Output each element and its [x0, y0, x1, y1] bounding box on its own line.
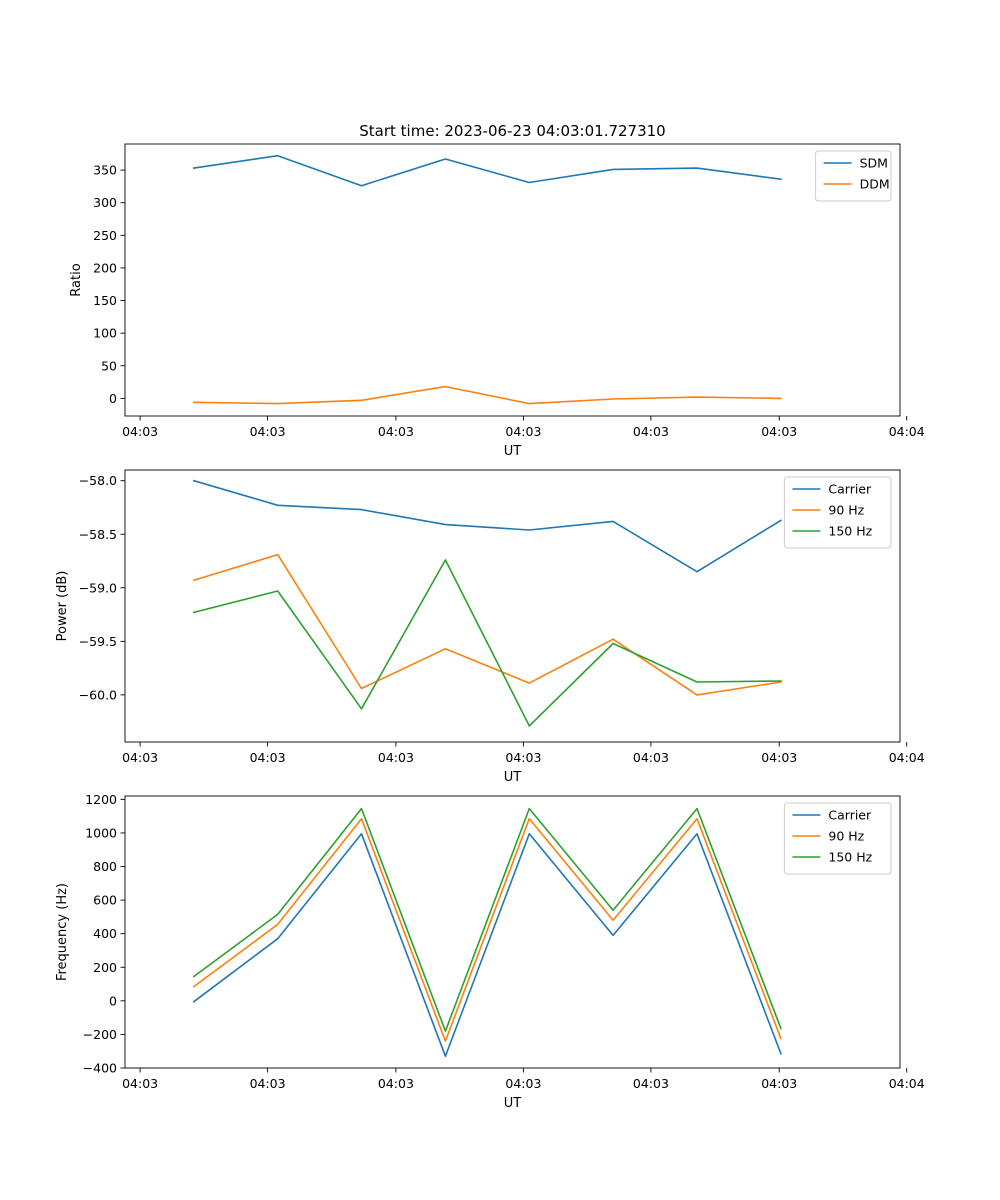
- series-line-2-3: [192, 559, 782, 727]
- y-tick-label: −60.0: [79, 687, 117, 702]
- y-tick-label: 50: [101, 358, 117, 373]
- legend-label: SDM: [860, 156, 888, 171]
- x-tick-label: 04:03: [122, 1076, 158, 1091]
- x-tick-label: 04:04: [889, 424, 925, 439]
- chart-panels: 04:03 04:03 04:03 04:03 04:03 04:03 04:04 0 50 10…: [55, 143, 925, 1111]
- x-axis-label: UT: [504, 444, 522, 459]
- legend-label: Carrier: [828, 482, 872, 497]
- legend: Carrier 90 Hz 150 Hz: [783, 476, 892, 549]
- x-tick-label: 04:03: [761, 1076, 797, 1091]
- series-line-2-1: [192, 479, 783, 573]
- x-tick-label: 04:03: [122, 750, 158, 765]
- y-tick-label: 200: [93, 260, 117, 275]
- series-line-1-1: [192, 154, 782, 187]
- y-axis-label: Power (dB): [55, 571, 70, 642]
- x-tick-label: 04:03: [250, 424, 286, 439]
- y-tick-label: −59.5: [79, 634, 117, 649]
- axes-frame: [124, 795, 901, 1069]
- legend: SDM DDM: [815, 150, 892, 202]
- x-tick-label: 04:03: [761, 750, 797, 765]
- y-axis-label: Frequency (Hz): [55, 883, 70, 981]
- x-axis-label: UT: [504, 770, 522, 785]
- x-tick-label: 04:04: [889, 1076, 925, 1091]
- x-tick-label: 04:04: [889, 750, 925, 765]
- y-tick-label: 0: [109, 993, 117, 1008]
- figure-title: Start time: 2023-06-23 04:03:01.727310: [359, 122, 665, 140]
- y-tick-label: 400: [93, 926, 117, 941]
- y-tick-label: −59.0: [79, 580, 117, 595]
- y-tick-label: 350: [93, 163, 117, 178]
- x-tick-label: 04:03: [505, 1076, 541, 1091]
- series-line-3-1: [192, 832, 782, 1057]
- legend: Carrier 90 Hz 150 Hz: [783, 802, 892, 875]
- x-tick-label: 04:03: [633, 1076, 669, 1091]
- y-tick-label: −58.0: [79, 473, 117, 488]
- chart-1: 04:03 04:03 04:03 04:03 04:03 04:03 04:04 0 50 10…: [69, 143, 925, 459]
- series-line-2-2: [192, 553, 782, 696]
- y-tick-label: −200: [83, 1027, 117, 1042]
- y-axis-label: Ratio: [69, 263, 84, 296]
- legend-label: 90 Hz: [828, 503, 864, 518]
- y-tick-label: 150: [93, 293, 117, 308]
- x-tick-label: 04:03: [250, 750, 286, 765]
- legend-label: 150 Hz: [828, 850, 872, 865]
- y-tick-label: 300: [93, 195, 117, 210]
- chart-3: 04:03 04:03 04:03 04:03 04:03 04:03 04:04 −400 −…: [55, 792, 925, 1111]
- y-tick-label: 600: [93, 893, 117, 908]
- series-line-1-2: [192, 385, 782, 405]
- x-tick-label: 04:03: [378, 750, 414, 765]
- y-tick-label: −58.5: [79, 527, 117, 542]
- x-axis-label: UT: [504, 1096, 522, 1111]
- x-tick-label: 04:03: [378, 424, 414, 439]
- y-tick-label: 1200: [85, 792, 117, 807]
- y-tick-label: −400: [83, 1061, 117, 1076]
- legend-label: Carrier: [828, 808, 872, 823]
- y-tick-label: 100: [93, 326, 117, 341]
- x-tick-label: 04:03: [378, 1076, 414, 1091]
- x-tick-label: 04:03: [633, 750, 669, 765]
- axes-frame: [124, 143, 901, 417]
- chart-2: 04:03 04:03 04:03 04:03 04:03 04:03 04:04 −60.0…: [55, 469, 925, 785]
- series-line-3-2: [192, 817, 782, 1042]
- x-tick-label: 04:03: [505, 750, 541, 765]
- x-tick-label: 04:03: [633, 424, 669, 439]
- x-tick-label: 04:03: [761, 424, 797, 439]
- y-tick-label: 800: [93, 859, 117, 874]
- y-tick-label: 1000: [85, 825, 117, 840]
- legend-label: DDM: [860, 177, 890, 192]
- y-tick-label: 250: [93, 228, 117, 243]
- axes-frame: [124, 469, 901, 743]
- legend-label: 90 Hz: [828, 829, 864, 844]
- series-line-3-3: [192, 807, 782, 1032]
- x-tick-label: 04:03: [122, 424, 158, 439]
- y-tick-label: 0: [109, 391, 117, 406]
- x-tick-label: 04:03: [505, 424, 541, 439]
- legend-label: 150 Hz: [828, 524, 872, 539]
- x-tick-label: 04:03: [250, 1076, 286, 1091]
- y-tick-label: 200: [93, 960, 117, 975]
